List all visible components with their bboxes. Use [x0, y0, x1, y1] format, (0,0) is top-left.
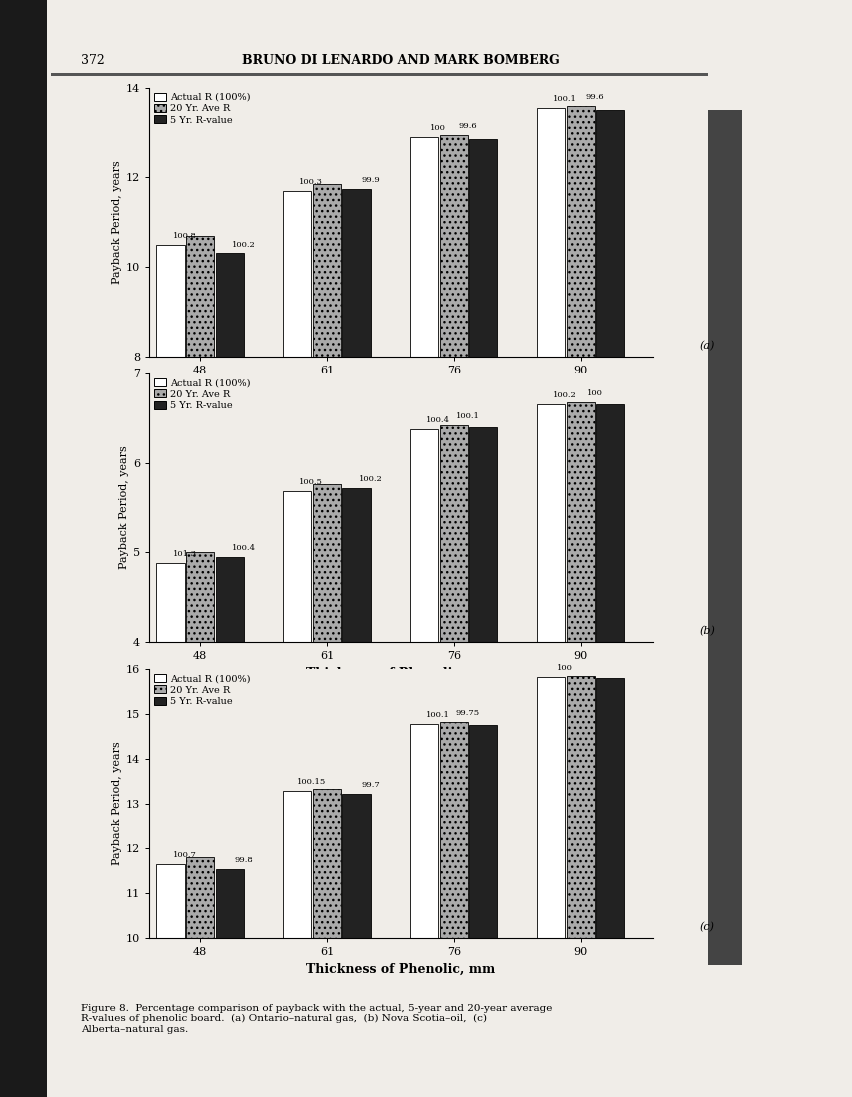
Bar	[283, 191, 311, 357]
Text: 100.8: 100.8	[172, 231, 196, 240]
Text: 100.15: 100.15	[296, 778, 325, 787]
Text: (b): (b)	[699, 626, 715, 636]
Bar	[186, 552, 214, 642]
Bar	[439, 722, 468, 938]
Text: 101.3: 101.3	[172, 550, 196, 558]
Text: 100.4: 100.4	[232, 544, 256, 552]
Text: 100.1: 100.1	[553, 95, 577, 103]
Bar	[342, 189, 370, 357]
Bar	[469, 725, 497, 938]
Text: 99.8: 99.8	[234, 856, 253, 863]
Legend: Actual R (100%), 20 Yr. Ave R, 5 Yr. R-value: Actual R (100%), 20 Yr. Ave R, 5 Yr. R-v…	[154, 674, 250, 706]
Text: 99.75: 99.75	[455, 709, 480, 717]
Bar	[566, 402, 594, 642]
Bar	[596, 110, 624, 357]
X-axis label: Thickness of Phenolic, mm: Thickness of Phenolic, mm	[306, 381, 495, 394]
Bar	[469, 427, 497, 642]
Bar	[186, 858, 214, 938]
Text: 372: 372	[81, 54, 105, 67]
Bar	[216, 556, 244, 642]
Bar	[342, 794, 370, 938]
Text: 99.9: 99.9	[360, 176, 379, 183]
Text: Figure 8.  Percentage comparison of payback with the actual, 5-year and 20-year : Figure 8. Percentage comparison of payba…	[81, 1004, 552, 1033]
Legend: Actual R (100%), 20 Yr. Ave R, 5 Yr. R-value: Actual R (100%), 20 Yr. Ave R, 5 Yr. R-v…	[154, 377, 250, 410]
Text: 99.6: 99.6	[584, 93, 603, 101]
Bar	[439, 425, 468, 642]
Text: (a): (a)	[699, 341, 714, 351]
Text: 100: 100	[429, 124, 446, 133]
Text: 100.1: 100.1	[456, 412, 479, 420]
Bar	[410, 724, 438, 938]
Bar	[536, 108, 565, 357]
Bar	[186, 236, 214, 357]
Bar	[536, 405, 565, 642]
Legend: Actual R (100%), 20 Yr. Ave R, 5 Yr. R-value: Actual R (100%), 20 Yr. Ave R, 5 Yr. R-v…	[154, 92, 250, 125]
Y-axis label: Payback Period, years: Payback Period, years	[112, 160, 122, 284]
Bar	[469, 139, 497, 357]
Text: 100.4: 100.4	[426, 416, 450, 423]
Text: 99.7: 99.7	[360, 781, 379, 789]
Bar	[313, 184, 341, 357]
Text: 100.5: 100.5	[299, 478, 323, 486]
Bar	[566, 105, 594, 357]
Text: 100.1: 100.1	[426, 711, 450, 719]
X-axis label: Thickness of Phenolic, mm: Thickness of Phenolic, mm	[306, 666, 495, 679]
Text: (c): (c)	[699, 923, 714, 932]
Bar	[410, 429, 438, 642]
Bar	[156, 563, 184, 642]
Bar	[596, 405, 624, 642]
Text: 100.2: 100.2	[232, 240, 256, 249]
Text: 100.7: 100.7	[172, 851, 196, 859]
X-axis label: Thickness of Phenolic, mm: Thickness of Phenolic, mm	[306, 962, 495, 975]
Text: BRUNO DI LENARDO AND MARK BOMBERG: BRUNO DI LENARDO AND MARK BOMBERG	[242, 54, 559, 67]
Bar	[283, 491, 311, 642]
Text: 99.6: 99.6	[458, 122, 476, 129]
Bar	[439, 135, 468, 357]
Bar	[596, 678, 624, 938]
Bar	[566, 676, 594, 938]
Text: 100.3: 100.3	[299, 178, 323, 186]
Bar	[156, 864, 184, 938]
Bar	[342, 488, 370, 642]
Bar	[216, 253, 244, 357]
Bar	[410, 137, 438, 357]
Text: 100.2: 100.2	[359, 475, 382, 483]
Bar	[313, 484, 341, 642]
Text: 100: 100	[556, 665, 573, 672]
Y-axis label: Payback Period, years: Payback Period, years	[118, 445, 129, 569]
Y-axis label: Payback Period, years: Payback Period, years	[112, 742, 122, 866]
Bar	[216, 869, 244, 938]
Bar	[156, 245, 184, 357]
Bar	[283, 791, 311, 938]
Text: 100: 100	[586, 388, 602, 397]
Bar	[313, 789, 341, 938]
Text: 100.2: 100.2	[553, 392, 576, 399]
Bar	[536, 677, 565, 938]
